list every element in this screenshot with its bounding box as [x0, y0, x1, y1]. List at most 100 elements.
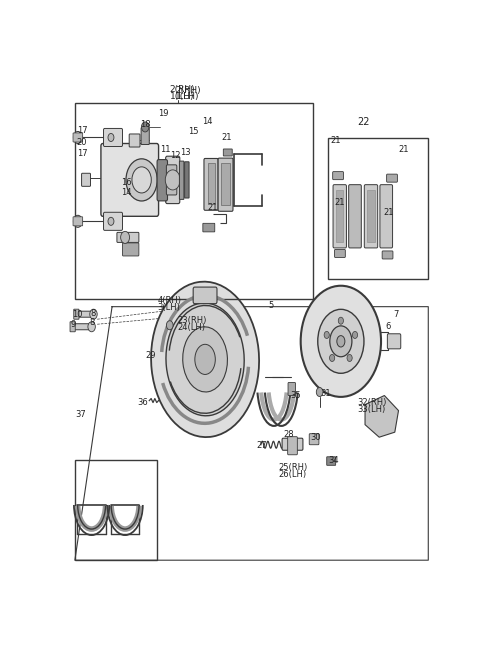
Text: 4(RH): 4(RH): [157, 295, 181, 304]
FancyBboxPatch shape: [335, 250, 345, 258]
Text: 14: 14: [121, 188, 132, 197]
Circle shape: [88, 321, 96, 332]
FancyBboxPatch shape: [348, 185, 361, 248]
Text: 2(RH): 2(RH): [175, 86, 201, 95]
FancyBboxPatch shape: [73, 217, 83, 226]
Text: 32(RH): 32(RH): [358, 398, 387, 407]
Circle shape: [165, 170, 180, 190]
Text: 9: 9: [71, 319, 76, 329]
FancyBboxPatch shape: [129, 134, 140, 147]
Text: 30: 30: [310, 433, 321, 441]
FancyBboxPatch shape: [185, 162, 189, 198]
FancyBboxPatch shape: [208, 163, 216, 203]
Text: 22: 22: [358, 117, 370, 127]
FancyBboxPatch shape: [336, 190, 344, 243]
FancyBboxPatch shape: [193, 287, 217, 304]
Circle shape: [120, 231, 130, 243]
Ellipse shape: [166, 303, 244, 416]
Text: 14: 14: [202, 117, 213, 126]
Ellipse shape: [318, 309, 364, 374]
Text: 20: 20: [77, 138, 87, 147]
Circle shape: [329, 355, 335, 361]
Text: 5: 5: [268, 301, 274, 310]
FancyBboxPatch shape: [288, 383, 296, 396]
FancyBboxPatch shape: [380, 185, 393, 248]
FancyBboxPatch shape: [333, 185, 347, 248]
Ellipse shape: [337, 336, 345, 347]
Text: 24(LH): 24(LH): [177, 323, 205, 332]
Ellipse shape: [195, 344, 216, 374]
Circle shape: [132, 167, 151, 193]
Text: 12: 12: [170, 151, 180, 160]
Text: 8: 8: [91, 308, 96, 318]
Circle shape: [324, 331, 329, 338]
FancyBboxPatch shape: [204, 158, 218, 211]
FancyBboxPatch shape: [72, 324, 89, 330]
FancyBboxPatch shape: [166, 156, 180, 203]
FancyBboxPatch shape: [82, 173, 91, 186]
Text: 19: 19: [158, 109, 169, 118]
Text: 21: 21: [331, 136, 341, 145]
FancyBboxPatch shape: [223, 149, 232, 156]
Circle shape: [142, 122, 149, 132]
Text: 37: 37: [76, 410, 86, 419]
Text: 21: 21: [398, 145, 409, 154]
Text: 1(LH): 1(LH): [175, 93, 200, 101]
Circle shape: [347, 355, 352, 361]
Text: 3(LH): 3(LH): [157, 303, 180, 312]
FancyBboxPatch shape: [101, 143, 158, 216]
FancyBboxPatch shape: [104, 128, 122, 147]
Text: 17: 17: [77, 126, 87, 136]
Text: 21: 21: [335, 198, 345, 207]
FancyBboxPatch shape: [180, 161, 184, 200]
Ellipse shape: [151, 282, 259, 437]
Text: 29: 29: [145, 351, 156, 360]
Circle shape: [167, 321, 173, 330]
Text: 36: 36: [137, 398, 148, 407]
Text: 28: 28: [283, 430, 294, 439]
FancyBboxPatch shape: [70, 321, 75, 332]
FancyBboxPatch shape: [157, 160, 168, 201]
FancyBboxPatch shape: [333, 171, 344, 180]
Text: 1(LH): 1(LH): [170, 93, 194, 101]
Text: 8: 8: [89, 318, 95, 327]
Text: 35: 35: [290, 391, 301, 400]
FancyBboxPatch shape: [364, 185, 378, 248]
FancyBboxPatch shape: [282, 438, 303, 451]
Circle shape: [126, 159, 157, 201]
Text: 17: 17: [77, 149, 87, 158]
Circle shape: [73, 132, 83, 143]
Text: 21: 21: [383, 208, 394, 217]
Circle shape: [90, 309, 97, 319]
Text: 18: 18: [140, 121, 151, 130]
Text: 27: 27: [256, 441, 267, 451]
FancyBboxPatch shape: [218, 158, 233, 211]
Text: 25(RH): 25(RH): [279, 463, 308, 472]
FancyBboxPatch shape: [203, 224, 215, 232]
FancyBboxPatch shape: [167, 165, 177, 195]
FancyBboxPatch shape: [382, 251, 393, 259]
Circle shape: [352, 331, 358, 338]
Circle shape: [108, 134, 114, 141]
Ellipse shape: [330, 326, 352, 357]
FancyBboxPatch shape: [387, 334, 401, 349]
Circle shape: [108, 217, 114, 226]
Text: 15: 15: [188, 127, 199, 136]
Text: 2(RH): 2(RH): [170, 85, 195, 95]
FancyBboxPatch shape: [74, 309, 79, 319]
Text: 26(LH): 26(LH): [279, 470, 307, 479]
FancyBboxPatch shape: [309, 434, 319, 445]
Text: 23(RH): 23(RH): [177, 316, 206, 325]
FancyBboxPatch shape: [122, 243, 139, 256]
FancyBboxPatch shape: [221, 163, 229, 205]
FancyBboxPatch shape: [288, 437, 297, 455]
FancyBboxPatch shape: [104, 213, 122, 230]
Text: 10: 10: [72, 310, 83, 319]
Text: 7: 7: [393, 310, 398, 319]
Text: 11: 11: [160, 145, 170, 154]
FancyBboxPatch shape: [327, 457, 336, 466]
FancyBboxPatch shape: [367, 190, 375, 243]
FancyBboxPatch shape: [117, 232, 139, 243]
FancyBboxPatch shape: [386, 174, 397, 182]
Text: 33(LH): 33(LH): [358, 405, 386, 414]
